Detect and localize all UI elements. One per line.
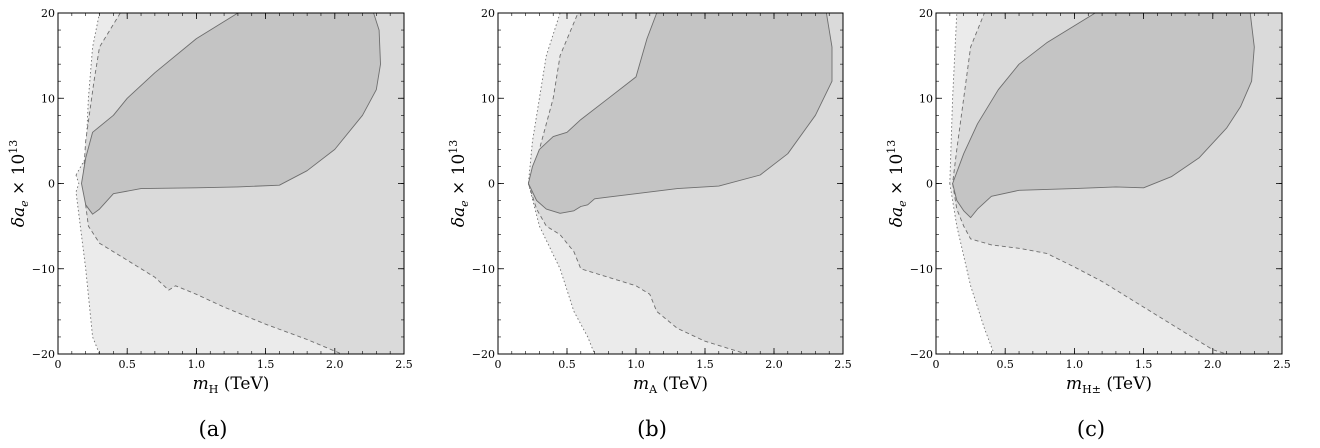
y-axis-exp: 13 <box>885 140 898 154</box>
y-axis-title: δae × 1013 <box>7 140 31 228</box>
y-axis-var: δa <box>449 207 469 227</box>
x-tick-label: 0.5 <box>996 358 1014 371</box>
panel-caption: (c) <box>1077 417 1105 441</box>
y-tick-label: −10 <box>910 263 933 276</box>
y-axis-var: δa <box>887 207 907 227</box>
x-axis-sub: A <box>648 383 658 396</box>
y-axis-exp: 13 <box>7 140 20 154</box>
regions <box>949 13 1282 354</box>
x-axis-title: mA (TeV) <box>633 374 708 396</box>
chart-panel-2: 0 0.5 1.0 1.5 2.0 2.5 −20 −10 0 10 20 mH± (TeV) δae … <box>885 7 1291 441</box>
y-tick-label: 20 <box>919 7 933 20</box>
x-tick-label: 1.0 <box>627 358 645 371</box>
region-dark <box>81 13 381 215</box>
y-tick-label: −20 <box>32 348 55 361</box>
x-axis-var: m <box>193 374 209 394</box>
y-tick-label: 10 <box>919 92 933 105</box>
x-tick-label: 2.5 <box>395 358 413 371</box>
y-axis-sub: e <box>896 200 909 207</box>
x-tick-label: 2.0 <box>326 358 344 371</box>
x-tick-label: 0.5 <box>118 358 136 371</box>
y-tick-label: 0 <box>926 178 933 191</box>
x-axis-sub: H± <box>1082 383 1101 396</box>
x-axis-var: m <box>1066 374 1082 394</box>
y-tick-label: 0 <box>48 178 55 191</box>
x-tick-label: 0 <box>495 358 502 371</box>
y-tick-label: −10 <box>472 263 495 276</box>
y-axis-sub: e <box>18 200 31 207</box>
x-tick-label: 1.5 <box>1135 358 1153 371</box>
y-tick-label: −20 <box>472 348 495 361</box>
panel-caption: (a) <box>199 417 228 441</box>
y-axis-factor: × 10 <box>9 154 29 201</box>
region-dark <box>527 13 833 214</box>
x-tick-label: 1.5 <box>257 358 275 371</box>
x-tick-label: 2.5 <box>1273 358 1291 371</box>
chart-panel-0: 0 0.5 1.0 1.5 2.0 2.5 −20 −10 0 10 20 mH (TeV) δae ×… <box>7 7 413 441</box>
x-tick-label: 2.0 <box>1204 358 1222 371</box>
x-tick-label: 0 <box>55 358 62 371</box>
x-axis-title: mH± (TeV) <box>1066 374 1152 396</box>
x-axis-sub: H <box>209 383 219 396</box>
y-tick-label: −10 <box>32 263 55 276</box>
y-tick-label: 0 <box>488 178 495 191</box>
y-axis-title: δae × 1013 <box>447 140 471 228</box>
x-axis-unit: (TeV) <box>1101 374 1152 394</box>
y-axis-exp: 13 <box>447 140 460 154</box>
y-axis-factor: × 10 <box>887 154 907 201</box>
x-tick-label: 0 <box>933 358 940 371</box>
regions <box>75 13 404 354</box>
x-axis-title: mH (TeV) <box>193 374 270 396</box>
x-axis-unit: (TeV) <box>657 374 708 394</box>
y-axis-factor: × 10 <box>449 154 469 201</box>
y-tick-label: 20 <box>41 7 55 20</box>
x-axis-var: m <box>633 374 649 394</box>
x-tick-label: 2.5 <box>834 358 852 371</box>
regions <box>527 13 843 354</box>
x-tick-label: 1.5 <box>696 358 714 371</box>
y-tick-label: 20 <box>481 7 495 20</box>
chart-panel-1: 0 0.5 1.0 1.5 2.0 2.5 −20 −10 0 10 20 mA (TeV) δae ×… <box>447 7 852 441</box>
y-tick-label: −20 <box>910 348 933 361</box>
y-axis-sub: e <box>458 200 471 207</box>
y-tick-label: 10 <box>41 92 55 105</box>
y-axis-var: δa <box>9 207 29 227</box>
x-tick-label: 1.0 <box>188 358 206 371</box>
x-tick-label: 2.0 <box>765 358 783 371</box>
x-tick-label: 0.5 <box>558 358 576 371</box>
x-axis-unit: (TeV) <box>218 374 269 394</box>
panel-caption: (b) <box>637 417 667 441</box>
y-axis-title: δae × 1013 <box>885 140 909 228</box>
y-tick-label: 10 <box>481 92 495 105</box>
region-dark <box>952 13 1255 219</box>
x-tick-label: 1.0 <box>1066 358 1084 371</box>
